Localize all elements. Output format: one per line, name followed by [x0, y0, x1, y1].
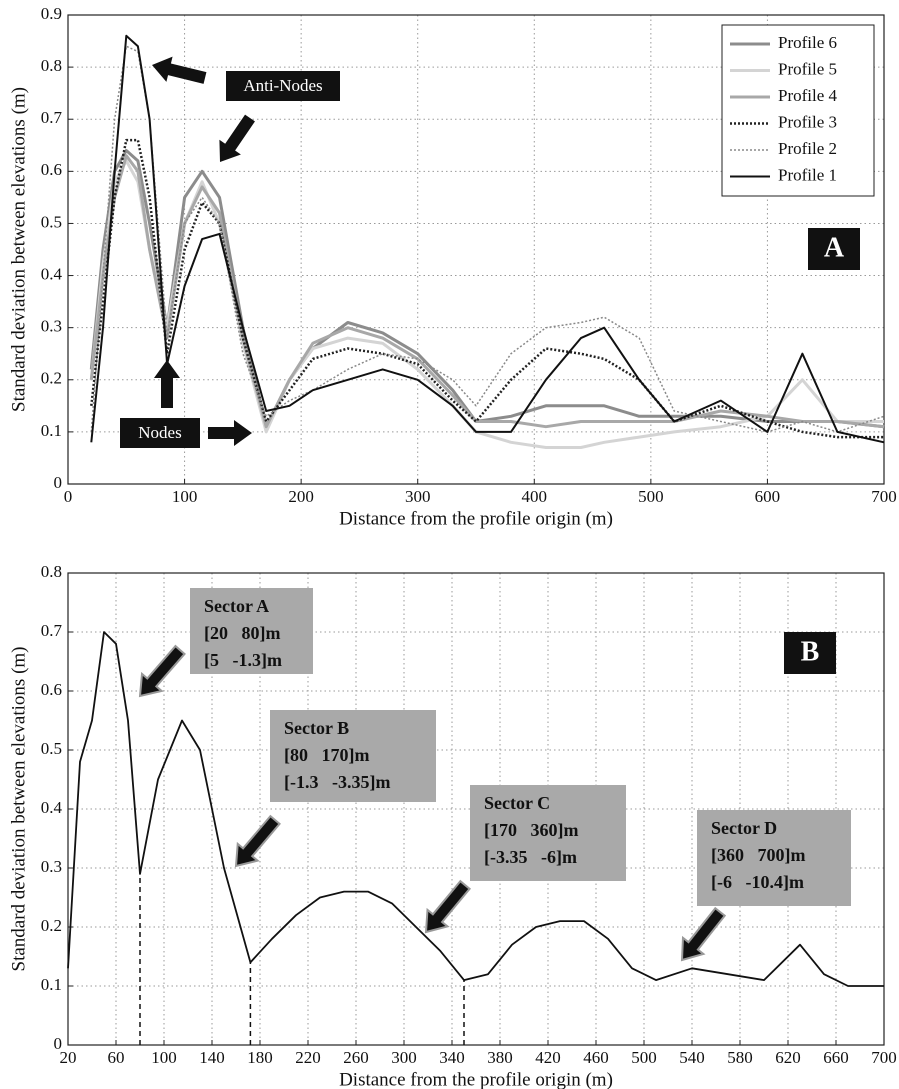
arrow [154, 360, 180, 408]
y-tick-label: 0.6 [41, 160, 62, 179]
annotation: Anti-Nodes [243, 76, 322, 95]
legend-label: Profile 3 [778, 112, 837, 131]
y-tick-label: 0 [54, 1034, 63, 1053]
sector-range: [170 360]m [484, 820, 578, 840]
y-tick-label: 0.7 [41, 621, 63, 640]
sector-box [190, 588, 313, 674]
x-tick-label: 200 [288, 487, 314, 506]
data-line [67, 631, 884, 987]
y-tick-label: 0.3 [41, 317, 62, 336]
data-line [90, 34, 885, 444]
annotation-box [120, 418, 200, 448]
annotation-box [808, 228, 860, 270]
x-tick-label: 660 [823, 1048, 849, 1067]
annotation: B [801, 636, 820, 667]
y-tick-label: 0.2 [41, 916, 62, 935]
sector-range: [20 80]m [204, 623, 280, 643]
x-tick-label: 100 [151, 1048, 177, 1067]
x-tick-label: 500 [631, 1048, 657, 1067]
sector-range: [360 700]m [711, 845, 805, 865]
y-tick-label: 0.6 [41, 680, 62, 699]
x-tick-label: 300 [391, 1048, 417, 1067]
legend-label: Profile 2 [778, 139, 837, 158]
y-tick-label: 0.3 [41, 857, 62, 876]
x-tick-label: 400 [522, 487, 548, 506]
annotation: A [824, 232, 845, 263]
x-tick-label: 420 [535, 1048, 561, 1067]
y-tick-label: 0.8 [41, 562, 62, 581]
legend-label: Profile 1 [778, 165, 837, 184]
x-axis-title: Distance from the profile origin (m) [339, 1069, 613, 1089]
x-tick-label: 500 [638, 487, 664, 506]
x-tick-label: 620 [775, 1048, 801, 1067]
data-line [89, 149, 885, 429]
x-tick-label: 220 [295, 1048, 321, 1067]
arrow [219, 114, 255, 162]
y-tick-label: 0.5 [41, 212, 62, 231]
y-axis-title: Standard deviation between elevations (m… [8, 87, 29, 412]
x-axis-title: Distance from the profile origin (m) [339, 508, 613, 529]
y-tick-label: 0.8 [41, 56, 62, 75]
y-tick-label: 0.4 [41, 264, 63, 283]
y-tick-label: 0.4 [41, 798, 63, 817]
arrow [208, 420, 252, 446]
sector-box [697, 810, 851, 906]
x-tick-label: 300 [405, 487, 431, 506]
sector-box [270, 710, 436, 802]
legend-label: Profile 4 [778, 86, 838, 105]
annotation-box [226, 71, 340, 101]
sector-name: Sector C [484, 793, 550, 813]
x-tick-label: 180 [247, 1048, 273, 1067]
y-axis-title: Standard deviation between elevations (m… [8, 646, 29, 971]
plot-frame [67, 572, 885, 1046]
sector-range: [-6 -10.4]m [711, 872, 804, 892]
y-tick-label: 0 [54, 473, 63, 492]
sector-name: Sector B [284, 718, 349, 738]
x-tick-label: 340 [439, 1048, 465, 1067]
legend-label: Profile 6 [778, 33, 837, 52]
arrow [234, 814, 281, 868]
x-tick-label: 0 [64, 487, 73, 506]
x-tick-label: 260 [343, 1048, 369, 1067]
data-line [89, 159, 884, 449]
legend-label: Profile 5 [778, 59, 837, 78]
x-tick-label: 100 [172, 487, 198, 506]
sector-range: [80 170]m [284, 745, 369, 765]
y-tick-label: 0.5 [41, 739, 62, 758]
annotation: Nodes [138, 423, 181, 442]
plot-frame [67, 14, 885, 485]
x-tick-label: 460 [583, 1048, 609, 1067]
x-tick-label: 540 [679, 1048, 705, 1067]
x-tick-label: 140 [199, 1048, 225, 1067]
arrow [138, 644, 186, 698]
sector-range: [5 -1.3]m [204, 650, 282, 670]
y-tick-label: 0.9 [41, 4, 62, 23]
x-tick-label: 700 [871, 1048, 897, 1067]
y-tick-label: 0.2 [41, 369, 62, 388]
y-tick-label: 0.1 [41, 421, 62, 440]
x-tick-label: 600 [755, 487, 781, 506]
data-line [90, 138, 884, 439]
sector-name: Sector D [711, 818, 777, 838]
x-tick-label: 700 [871, 487, 897, 506]
x-tick-label: 20 [60, 1048, 77, 1067]
legend-box [721, 24, 875, 197]
sector-box [470, 785, 626, 881]
sector-range: [-1.3 -3.35]m [284, 772, 390, 792]
arrow [680, 906, 727, 962]
x-tick-label: 60 [108, 1048, 125, 1067]
x-tick-label: 580 [727, 1048, 753, 1067]
annotation-box [784, 632, 836, 674]
arrow [424, 879, 472, 934]
sector-name: Sector A [204, 596, 269, 616]
y-tick-label: 0.7 [41, 108, 63, 127]
arrow [152, 56, 207, 84]
x-tick-label: 380 [487, 1048, 513, 1067]
y-tick-label: 0.1 [41, 975, 62, 994]
sector-range: [-3.35 -6]m [484, 847, 577, 867]
